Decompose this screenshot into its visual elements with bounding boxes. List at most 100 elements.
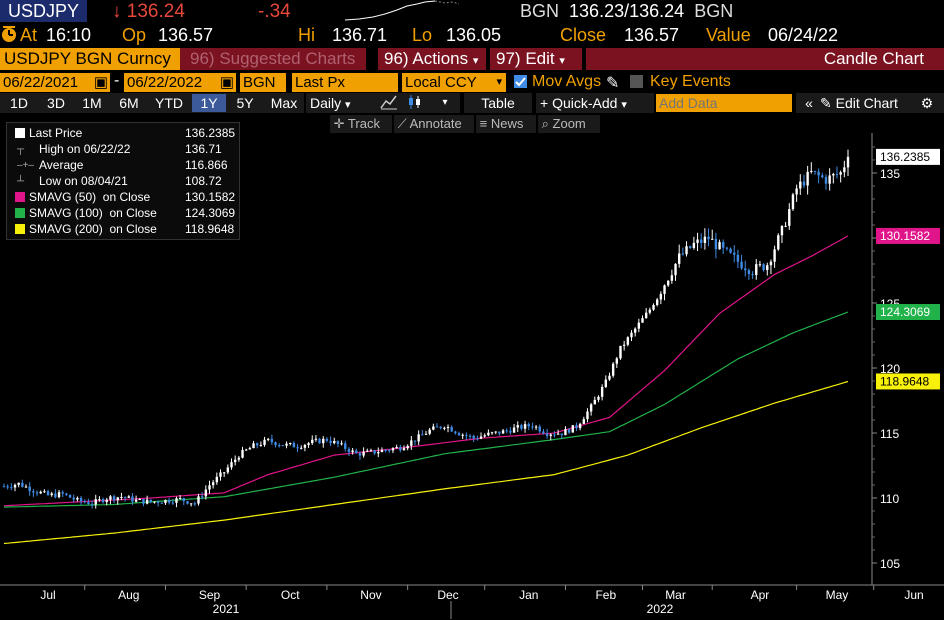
candle-body — [256, 443, 259, 446]
source-field[interactable]: BGN — [240, 73, 286, 92]
period-1m[interactable]: 1M — [82, 95, 102, 111]
quote-bar: USDJPY ↓ 136.24 -.34 BGN 136.23/136.24 B… — [0, 0, 944, 24]
zoom-button[interactable]: ⌕ Zoom — [538, 115, 600, 133]
candle-body — [164, 499, 167, 504]
candle-body — [46, 491, 50, 496]
candle-body — [116, 497, 119, 501]
key-events-checkbox[interactable] — [630, 75, 643, 88]
actions-menu-button[interactable]: 96) Actions ▾ — [378, 48, 486, 70]
quick-add-label: Quick-Add — [552, 95, 618, 111]
news-label: News — [490, 116, 524, 131]
ticker[interactable]: USDJPY — [0, 0, 88, 22]
start-date-field[interactable]: 06/22/2021 ▣ — [0, 73, 110, 92]
candle-body — [156, 501, 160, 503]
candle-body — [149, 499, 152, 502]
legend-row[interactable]: –+– Average 116.866 — [11, 158, 237, 173]
period-1d[interactable]: 1D — [10, 95, 28, 111]
add-data-input[interactable] — [656, 94, 792, 112]
candle-body — [186, 501, 189, 504]
x-axis: Jul Aug Sep Oct Nov Dec Jan Feb Mar Apr May Jun 2021… — [0, 584, 944, 619]
candle-body — [222, 472, 226, 474]
x-month-label: Oct — [281, 588, 300, 602]
candle-body — [644, 312, 648, 319]
candle-body — [747, 270, 751, 275]
chart-type-title: Candle Chart — [586, 48, 944, 70]
candle-body — [421, 434, 424, 436]
line-chart-icon[interactable] — [378, 94, 400, 112]
table-button[interactable]: Table — [481, 95, 515, 111]
candle-body — [65, 493, 68, 495]
candle-body — [278, 445, 281, 447]
price-tag-label: 124.3069 — [880, 305, 930, 319]
period-3d[interactable]: 3D — [47, 95, 65, 111]
price-tag — [876, 227, 940, 244]
candle-body — [285, 443, 288, 446]
currency-select[interactable]: Local CCY ▾ — [402, 73, 506, 92]
legend-value: 124.3069 — [185, 206, 236, 220]
quick-add-button[interactable]: + Quick-Add ▾ — [540, 94, 650, 112]
candle-body — [208, 485, 211, 490]
period-ytd[interactable]: YTD — [155, 95, 183, 111]
candle-body — [799, 181, 802, 189]
candle-chart[interactable]: 105110115120125130135136.2385130.1582124… — [0, 133, 944, 620]
legend-row[interactable]: ┬ High on 06/22/22 136.71 — [11, 142, 237, 157]
suggested-charts-button[interactable]: 96) Suggested Charts — [180, 48, 366, 70]
candle-body — [68, 494, 72, 498]
candle-body — [72, 497, 75, 500]
period-max[interactable]: Max — [270, 95, 298, 111]
price-field-select[interactable]: Last Px — [292, 73, 398, 92]
candle-chart-icon[interactable] — [404, 94, 426, 112]
bid-ask: BGN 136.23/136.24 BGN — [520, 1, 733, 22]
open-label: Op — [122, 25, 147, 45]
security-field[interactable]: USDJPY BGN Curncy — [0, 48, 180, 70]
news-button[interactable]: ≡ News — [476, 115, 536, 133]
candle-body — [810, 170, 813, 172]
candle-body — [267, 438, 270, 440]
period-5y[interactable]: 5Y — [236, 95, 254, 111]
chevron-down-icon[interactable]: ▾ — [442, 97, 448, 108]
price-tag-label: 136.2385 — [880, 150, 930, 164]
collapse-icon[interactable]: « — [805, 95, 813, 111]
mov-avgs-checkbox[interactable] — [514, 75, 527, 88]
candle-body — [380, 449, 384, 453]
candle-body — [817, 171, 820, 176]
price-tag — [876, 304, 940, 321]
period-1y[interactable]: 1Y — [192, 94, 226, 112]
candle-body — [678, 253, 681, 264]
legend-row[interactable]: SMAVG (100) on Close 124.3069 — [11, 206, 237, 221]
end-date-field[interactable]: 06/22/2022 ▣ — [124, 73, 236, 92]
calendar-icon[interactable]: ▣ — [219, 74, 234, 91]
legend-row[interactable]: SMAVG (200) on Close 118.9648 — [11, 222, 237, 237]
period-6m[interactable]: 6M — [119, 95, 139, 111]
edit-chart-button[interactable]: ✎ Edit Chart — [820, 94, 916, 112]
candle-body — [479, 436, 483, 439]
frequency-select[interactable]: Daily ▾ — [310, 94, 366, 112]
y-tick-label: 115 — [880, 427, 899, 441]
chart-toolbar: 1D 3D 1M 6M YTD 1Y 5Y Max Daily ▾ ▾ Tabl… — [0, 93, 944, 113]
legend-row[interactable]: ┴ Low on 08/04/21 108.72 — [11, 174, 237, 189]
pencil-icon[interactable]: ✎ — [606, 75, 620, 92]
plus-icon: + — [540, 95, 549, 111]
annotate-button[interactable]: ⟋ Annotate — [394, 115, 474, 133]
gear-icon[interactable]: ⚙ — [920, 95, 934, 111]
chart-subtoolbar: ✛ Track ⟋ Annotate ≡ News ⌕ Zoom — [0, 115, 944, 133]
legend-row[interactable]: SMAVG (50) on Close 130.1582 — [11, 190, 237, 205]
edit-menu-button[interactable]: 97) Edit ▾ — [490, 48, 582, 70]
legend-value: 108.72 — [185, 174, 222, 188]
candle-body — [233, 459, 237, 463]
candle-body — [457, 433, 461, 436]
candle-body — [127, 496, 130, 498]
key-events-label[interactable]: Key Events — [650, 73, 731, 90]
calendar-icon[interactable]: ▣ — [93, 74, 108, 91]
candle-body — [28, 486, 31, 492]
candle-body — [652, 305, 655, 310]
mov-avgs-label[interactable]: Mov Avgs — [532, 73, 602, 90]
legend-row[interactable]: Last Price 136.2385 — [11, 126, 237, 141]
track-button[interactable]: ✛ Track — [330, 115, 392, 133]
candle-body — [608, 375, 611, 380]
candle-body — [274, 442, 277, 446]
candle-body — [476, 438, 479, 440]
candle-body — [402, 448, 406, 451]
candle-body — [773, 249, 776, 262]
candle-body — [589, 404, 593, 412]
